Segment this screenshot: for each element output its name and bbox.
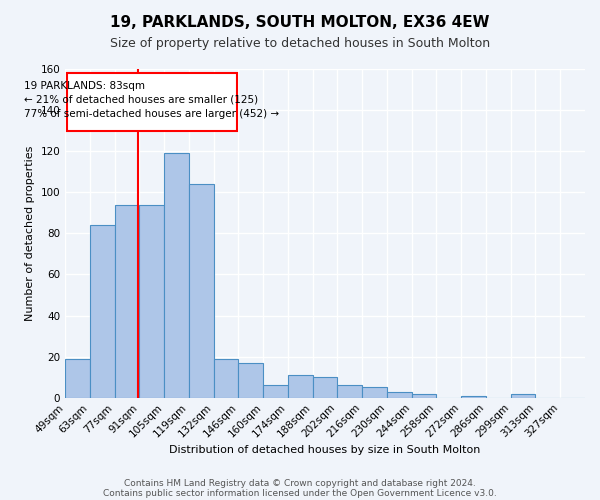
Text: 19 PARKLANDS: 83sqm
← 21% of detached houses are smaller (125)
77% of semi-detac: 19 PARKLANDS: 83sqm ← 21% of detached ho… [24,81,279,119]
X-axis label: Distribution of detached houses by size in South Molton: Distribution of detached houses by size … [169,445,481,455]
Y-axis label: Number of detached properties: Number of detached properties [25,146,35,321]
Bar [164,153,189,398]
Text: Contains HM Land Registry data © Crown copyright and database right 2024.: Contains HM Land Registry data © Crown c… [124,478,476,488]
Bar [65,358,90,398]
Bar [337,386,362,398]
Bar [313,377,337,398]
Bar [139,204,164,398]
FancyBboxPatch shape [67,73,236,130]
Text: Contains public sector information licensed under the Open Government Licence v3: Contains public sector information licen… [103,488,497,498]
Text: 19, PARKLANDS, SOUTH MOLTON, EX36 4EW: 19, PARKLANDS, SOUTH MOLTON, EX36 4EW [110,15,490,30]
Bar [412,394,436,398]
Bar [263,386,288,398]
Text: Size of property relative to detached houses in South Molton: Size of property relative to detached ho… [110,38,490,51]
Bar [189,184,214,398]
Bar [90,225,115,398]
Bar [387,392,412,398]
Bar [288,375,313,398]
Bar [362,388,387,398]
Bar [461,396,486,398]
Bar [115,204,139,398]
Bar [238,363,263,398]
Bar [214,358,238,398]
Bar [511,394,535,398]
